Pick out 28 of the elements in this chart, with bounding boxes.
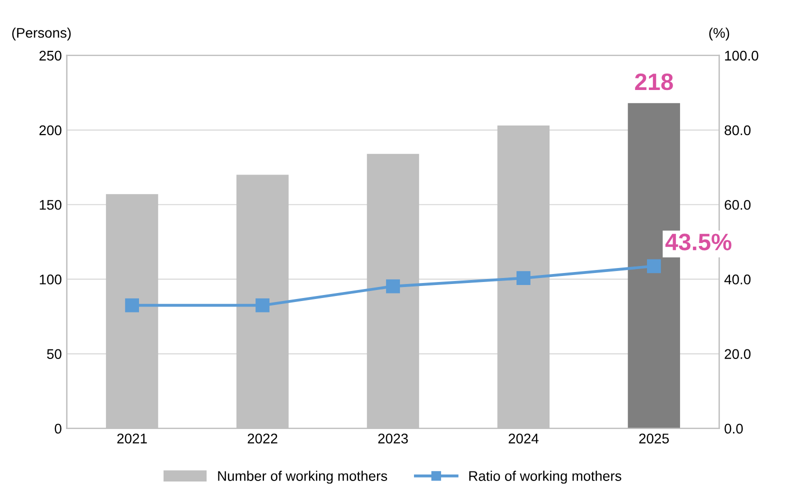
x-tick-label: 2024 [508, 434, 539, 444]
y2-tick-label: 40.0 [724, 274, 751, 284]
legend-label: Number of working mothers [218, 470, 388, 484]
y2-tick-label: 80.0 [724, 125, 751, 136]
legend-label: Ratio of working mothers [469, 470, 622, 484]
y2-axis-title: (%) [709, 28, 730, 41]
point [516, 271, 530, 286]
x-tick-label: 2025 [639, 434, 669, 444]
data-label: 43.5% [665, 234, 732, 250]
y-tick-label: 150 [40, 200, 62, 210]
y2-tick-label: 0.0 [724, 424, 743, 434]
point [647, 259, 661, 274]
y-tick-label: 100 [40, 274, 62, 284]
y2-tick-label: 20.0 [724, 349, 751, 359]
y2-tick-label: 100.0 [725, 50, 758, 61]
point [125, 298, 139, 312]
data-label: 218 [635, 73, 673, 90]
point [386, 279, 400, 294]
y2-tick-label: 60.0 [724, 200, 751, 210]
point [256, 298, 270, 312]
x-tick-label: 2021 [117, 434, 147, 444]
y-tick-label: 50 [47, 349, 62, 359]
y-axis-title: (Persons) [12, 28, 71, 41]
x-tick-label: 2023 [378, 434, 408, 444]
y-tick-label: 250 [39, 50, 62, 61]
x-tick-label: 2022 [248, 434, 278, 444]
y-tick-label: 200 [39, 125, 62, 136]
y-tick-label: 0 [54, 424, 62, 434]
